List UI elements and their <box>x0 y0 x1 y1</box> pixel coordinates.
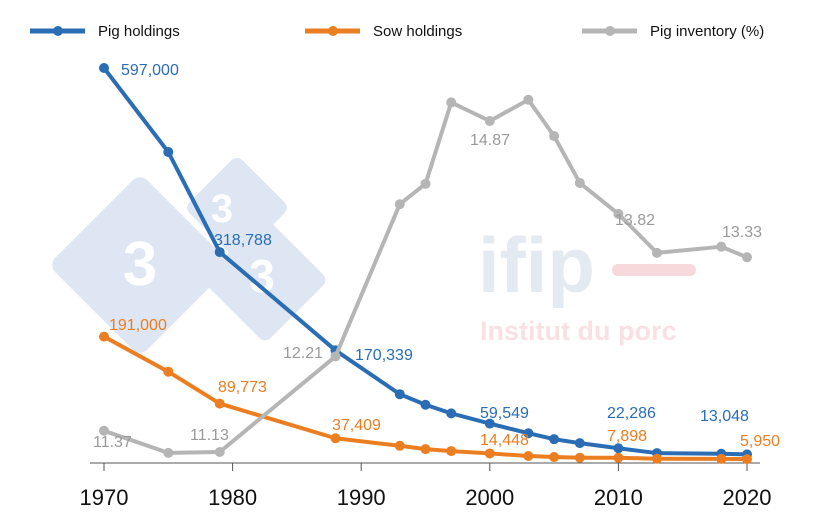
data-point <box>716 453 727 464</box>
legend-label: Sow holdings <box>373 23 462 40</box>
data-point <box>99 425 109 436</box>
data-point <box>394 440 405 451</box>
data-label: 12.21 <box>283 345 323 362</box>
x-tick-label: 1990 <box>337 485 386 510</box>
data-point <box>420 444 431 455</box>
data-point <box>214 247 225 258</box>
x-tick-label: 2000 <box>465 485 514 510</box>
data-point <box>163 366 174 377</box>
data-point <box>330 433 341 444</box>
institut-watermark: Institut du porc <box>480 316 676 346</box>
data-label: 11.37 <box>93 434 132 451</box>
x-tick-label: 1980 <box>208 485 257 510</box>
data-point <box>549 452 560 463</box>
data-point <box>613 443 624 454</box>
data-point <box>394 389 405 400</box>
data-label: 13.82 <box>615 212 655 229</box>
data-point <box>99 63 109 73</box>
data-point <box>446 408 457 419</box>
data-point <box>420 178 431 189</box>
data-point <box>742 454 752 465</box>
data-point <box>523 428 534 439</box>
legend-marker <box>605 26 615 36</box>
data-label: 7,898 <box>607 428 647 445</box>
data-point <box>214 447 225 457</box>
data-point <box>446 97 457 108</box>
legend-item: Sow holdings <box>305 23 462 40</box>
legend-marker <box>53 26 63 36</box>
data-label: 170,339 <box>355 347 413 364</box>
data-point <box>716 241 727 252</box>
data-point <box>163 147 174 158</box>
data-label: 13,048 <box>700 408 749 425</box>
data-point <box>549 131 560 142</box>
data-label: 318,788 <box>214 232 272 249</box>
legend-label: Pig inventory (%) <box>650 23 764 40</box>
data-label: 59,549 <box>480 405 529 422</box>
legend-label: Pig holdings <box>98 23 180 40</box>
data-label: 191,000 <box>109 317 167 334</box>
x-tick-label: 2010 <box>594 485 643 510</box>
svg-text:3: 3 <box>123 230 157 299</box>
data-label: 11.13 <box>190 427 229 444</box>
legend-item: Pig inventory (%) <box>582 23 764 40</box>
data-point <box>574 452 585 463</box>
legend-item: Pig holdings <box>30 23 180 40</box>
data-point <box>446 446 457 457</box>
data-point <box>99 331 109 342</box>
data-point <box>613 208 624 219</box>
data-point <box>214 398 225 409</box>
svg-text:3: 3 <box>211 187 233 231</box>
data-label: 13.33 <box>722 224 762 241</box>
x-tick-label: 1970 <box>80 485 129 510</box>
data-point <box>330 351 341 362</box>
data-label: 37,409 <box>332 417 381 434</box>
data-point <box>523 94 534 105</box>
data-point <box>484 448 495 459</box>
data-point <box>484 116 495 127</box>
ifip-bar-watermark <box>612 264 696 276</box>
data-label: 14,448 <box>480 432 529 449</box>
data-point <box>574 438 585 449</box>
data-point <box>484 418 495 429</box>
data-point <box>523 450 534 461</box>
data-label: 597,000 <box>121 62 179 79</box>
data-point <box>549 434 560 445</box>
data-point <box>651 453 662 464</box>
data-point <box>420 399 431 410</box>
data-label: 5,950 <box>740 433 780 450</box>
data-point <box>574 177 585 188</box>
ifip-watermark: ifip <box>478 221 595 309</box>
data-label: 14.87 <box>470 132 510 149</box>
data-point <box>651 247 662 258</box>
data-label: 89,773 <box>218 379 267 396</box>
x-tick-label: 2020 <box>723 485 772 510</box>
data-label: 22,286 <box>607 405 656 422</box>
logo-333-watermark: 3 3 3 <box>52 157 326 353</box>
data-point <box>163 447 174 458</box>
data-point <box>613 452 624 463</box>
data-point <box>394 199 405 210</box>
data-point <box>742 252 752 263</box>
legend-marker <box>328 26 338 36</box>
